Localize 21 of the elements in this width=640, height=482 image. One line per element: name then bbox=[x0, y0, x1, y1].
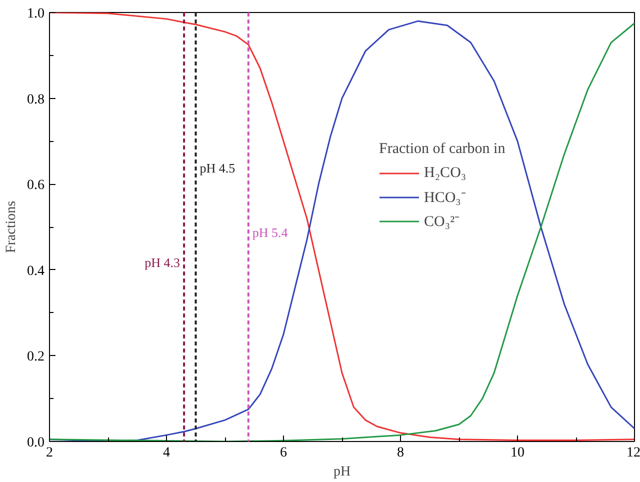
ref-line-label: pH 4.5 bbox=[200, 160, 236, 176]
x-tick-label: 12 bbox=[626, 446, 640, 460]
y-tick-label: 0.6 bbox=[27, 178, 44, 194]
y-tick-label: 0.4 bbox=[27, 264, 44, 279]
x-axis-title: pH bbox=[333, 464, 351, 480]
y-tick-label: 1.0 bbox=[27, 6, 44, 22]
x-tick-label: 10 bbox=[510, 446, 524, 460]
y-tick-label: 0.0 bbox=[27, 436, 44, 450]
legend-label: H₂CO₃ bbox=[424, 164, 466, 182]
x-tick-label: 4 bbox=[163, 446, 170, 460]
ref-line-label: pH 5.4 bbox=[252, 224, 288, 240]
x-tick-label: 2 bbox=[46, 446, 53, 460]
x-tick-label: 8 bbox=[397, 446, 404, 460]
y-axis-title: Fractions bbox=[4, 200, 19, 254]
x-tick-label: 6 bbox=[280, 446, 287, 460]
legend-label: HCO₃⁻ bbox=[424, 189, 466, 207]
legend-title: Fraction of carbon in bbox=[379, 141, 506, 158]
ref-line-label: pH 4.3 bbox=[144, 254, 180, 270]
y-tick-label: 0.8 bbox=[27, 92, 44, 108]
y-tick-label: 0.2 bbox=[27, 350, 44, 365]
legend-label: CO₃²⁻ bbox=[424, 213, 460, 231]
